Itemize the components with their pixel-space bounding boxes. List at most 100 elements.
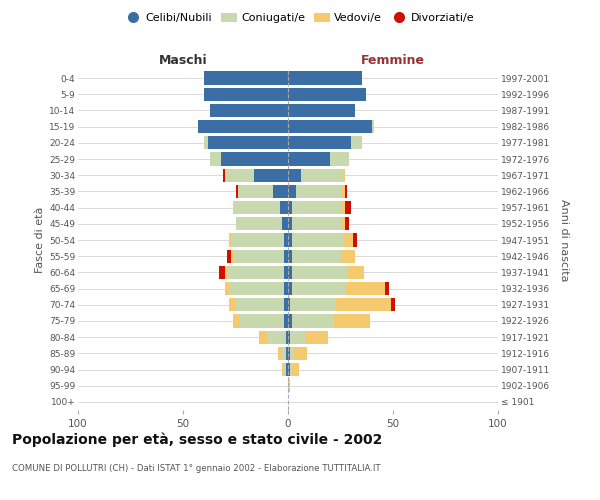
Bar bbox=[227, 250, 232, 263]
Bar bbox=[229, 282, 284, 295]
Bar bbox=[288, 346, 290, 360]
Bar bbox=[391, 298, 395, 312]
Bar bbox=[274, 185, 288, 198]
Bar bbox=[277, 346, 282, 360]
Bar bbox=[284, 314, 288, 328]
Bar bbox=[353, 234, 358, 246]
Bar bbox=[288, 72, 361, 85]
Bar bbox=[227, 266, 284, 279]
Bar bbox=[288, 266, 292, 279]
Bar bbox=[288, 120, 372, 134]
Bar bbox=[286, 363, 288, 376]
Bar bbox=[288, 314, 292, 328]
Bar bbox=[288, 217, 292, 230]
Bar bbox=[229, 298, 235, 312]
Bar bbox=[210, 152, 221, 166]
Bar bbox=[288, 88, 366, 101]
Bar bbox=[385, 282, 389, 295]
Bar bbox=[235, 298, 284, 312]
Bar bbox=[288, 250, 292, 263]
Bar bbox=[330, 152, 349, 166]
Bar bbox=[288, 282, 292, 295]
Bar bbox=[290, 298, 337, 312]
Bar bbox=[296, 185, 341, 198]
Bar bbox=[292, 266, 347, 279]
Bar bbox=[343, 168, 345, 182]
Bar bbox=[282, 346, 286, 360]
Bar bbox=[288, 363, 290, 376]
Bar bbox=[284, 250, 288, 263]
Bar bbox=[290, 363, 292, 376]
Bar bbox=[284, 282, 288, 295]
Bar bbox=[290, 330, 305, 344]
Bar bbox=[225, 168, 254, 182]
Bar bbox=[288, 168, 301, 182]
Bar bbox=[301, 168, 343, 182]
Bar bbox=[345, 217, 349, 230]
Bar bbox=[282, 217, 288, 230]
Bar bbox=[305, 330, 328, 344]
Bar bbox=[232, 250, 233, 263]
Bar bbox=[223, 168, 225, 182]
Bar bbox=[337, 298, 391, 312]
Bar bbox=[288, 185, 296, 198]
Bar bbox=[345, 201, 351, 214]
Bar bbox=[198, 120, 288, 134]
Bar bbox=[204, 88, 288, 101]
Bar bbox=[345, 185, 347, 198]
Bar bbox=[233, 250, 284, 263]
Bar bbox=[341, 185, 344, 198]
Bar bbox=[284, 234, 288, 246]
Bar bbox=[286, 346, 288, 360]
Bar bbox=[288, 104, 355, 117]
Bar bbox=[341, 201, 344, 214]
Bar bbox=[235, 217, 282, 230]
Bar bbox=[292, 314, 334, 328]
Bar bbox=[341, 217, 344, 230]
Bar bbox=[347, 266, 364, 279]
Y-axis label: Anni di nascita: Anni di nascita bbox=[559, 198, 569, 281]
Bar bbox=[290, 346, 295, 360]
Bar bbox=[218, 266, 225, 279]
Bar bbox=[288, 201, 292, 214]
Bar bbox=[372, 120, 374, 134]
Bar bbox=[221, 152, 288, 166]
Bar bbox=[292, 201, 341, 214]
Bar bbox=[343, 234, 353, 246]
Bar bbox=[225, 266, 227, 279]
Bar bbox=[345, 282, 385, 295]
Bar bbox=[286, 330, 288, 344]
Bar bbox=[288, 379, 290, 392]
Bar bbox=[284, 363, 286, 376]
Text: Femmine: Femmine bbox=[361, 54, 425, 67]
Bar bbox=[225, 282, 229, 295]
Bar bbox=[204, 136, 208, 149]
Bar bbox=[292, 363, 299, 376]
Bar bbox=[295, 346, 307, 360]
Bar bbox=[284, 266, 288, 279]
Text: Popolazione per età, sesso e stato civile - 2002: Popolazione per età, sesso e stato civil… bbox=[12, 432, 382, 447]
Bar bbox=[288, 330, 290, 344]
Bar bbox=[284, 298, 288, 312]
Bar bbox=[229, 234, 232, 246]
Text: COMUNE DI POLLUTRI (CH) - Dati ISTAT 1° gennaio 2002 - Elaborazione TUTTITALIA.I: COMUNE DI POLLUTRI (CH) - Dati ISTAT 1° … bbox=[12, 464, 380, 473]
Bar bbox=[341, 250, 355, 263]
Bar bbox=[238, 185, 274, 198]
Bar bbox=[235, 185, 238, 198]
Text: Maschi: Maschi bbox=[158, 54, 208, 67]
Bar bbox=[282, 363, 284, 376]
Bar bbox=[210, 104, 288, 117]
Bar bbox=[267, 330, 286, 344]
Bar bbox=[259, 330, 267, 344]
Bar bbox=[233, 314, 240, 328]
Y-axis label: Fasce di età: Fasce di età bbox=[35, 207, 45, 273]
Bar bbox=[292, 282, 344, 295]
Bar bbox=[288, 234, 292, 246]
Bar bbox=[240, 314, 284, 328]
Legend: Celibi/Nubili, Coniugati/e, Vedovi/e, Divorziati/e: Celibi/Nubili, Coniugati/e, Vedovi/e, Di… bbox=[121, 8, 479, 28]
Bar bbox=[288, 152, 330, 166]
Bar bbox=[280, 201, 288, 214]
Bar bbox=[288, 298, 290, 312]
Bar bbox=[292, 217, 341, 230]
Bar bbox=[232, 234, 284, 246]
